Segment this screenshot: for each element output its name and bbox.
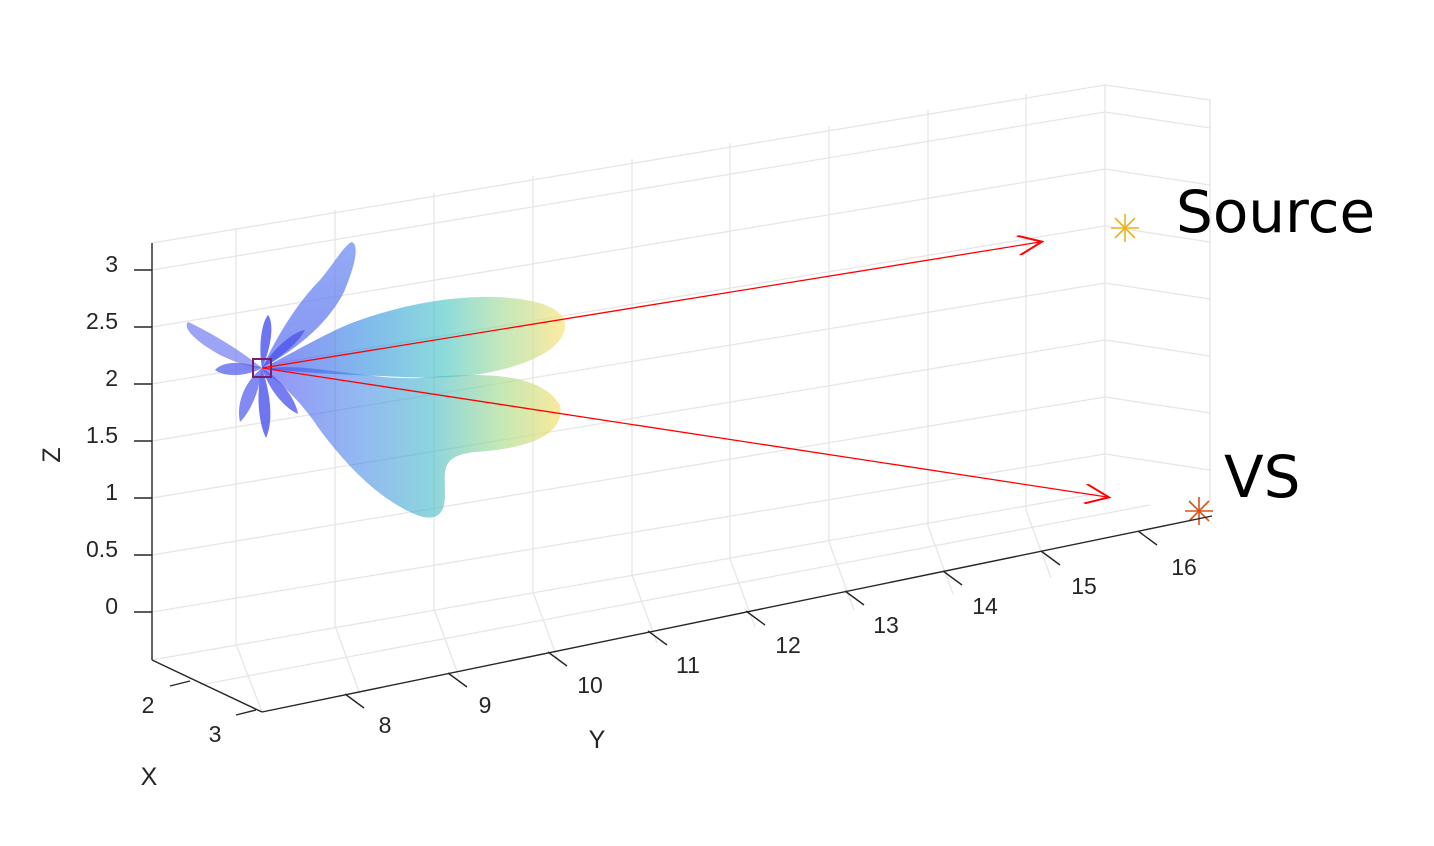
y-tick-label: 8	[379, 712, 392, 738]
arrow-to-vs	[261, 367, 1107, 497]
direction-arrows	[261, 242, 1107, 497]
lobe-small-ul	[215, 362, 262, 376]
y-tick-label: 14	[972, 593, 998, 619]
lobe-small-down	[258, 368, 271, 438]
lobe-small-dr	[262, 368, 298, 414]
arrow-to-source	[261, 242, 1040, 369]
y-tick-label: 12	[775, 632, 801, 658]
source-annotation: Source	[1176, 178, 1375, 246]
y-axis-label: Y	[589, 726, 606, 754]
z-axis: 3 2.5 2 1.5 1 0.5 0 Z	[38, 243, 153, 660]
source-point	[1111, 214, 1139, 242]
y-axis: 8 9 10 11 12 13 14 15 16 Y	[261, 515, 1213, 754]
lobe-up-spike	[262, 242, 356, 368]
z-tick-label: 2	[105, 365, 118, 391]
z-tick-label: 1	[105, 479, 118, 505]
back-wall-grid	[151, 84, 1211, 713]
y-tick-label: 13	[873, 612, 899, 638]
y-tick-label: 16	[1171, 554, 1197, 580]
y-tick-label: 10	[577, 672, 603, 698]
x-tick-label: 2	[142, 692, 155, 718]
lobe-small-left	[238, 368, 262, 422]
z-tick-label: 0.5	[86, 536, 118, 562]
lobe-small-ur	[262, 330, 305, 368]
x-axis-label: X	[141, 763, 158, 791]
y-tick-label: 11	[676, 652, 700, 678]
lobe-upper	[262, 296, 565, 378]
receiver-marker	[252, 358, 272, 378]
z-tick-label: 2.5	[86, 308, 118, 334]
lobe-back	[186, 322, 262, 368]
z-tick-label: 0	[105, 593, 118, 619]
z-tick-label: 1.5	[86, 422, 118, 448]
y-tick-label: 9	[479, 692, 492, 718]
z-tick-label: 3	[105, 251, 118, 277]
directivity-balloon	[186, 242, 565, 518]
lobe-small-up	[260, 315, 272, 368]
lobe-lower	[262, 367, 561, 518]
x-axis: 2 3 X	[141, 659, 263, 791]
x-tick-label: 3	[209, 721, 222, 747]
vs-annotation: VS	[1224, 443, 1301, 511]
z-axis-label: Z	[38, 447, 66, 462]
y-tick-label: 15	[1071, 573, 1097, 599]
